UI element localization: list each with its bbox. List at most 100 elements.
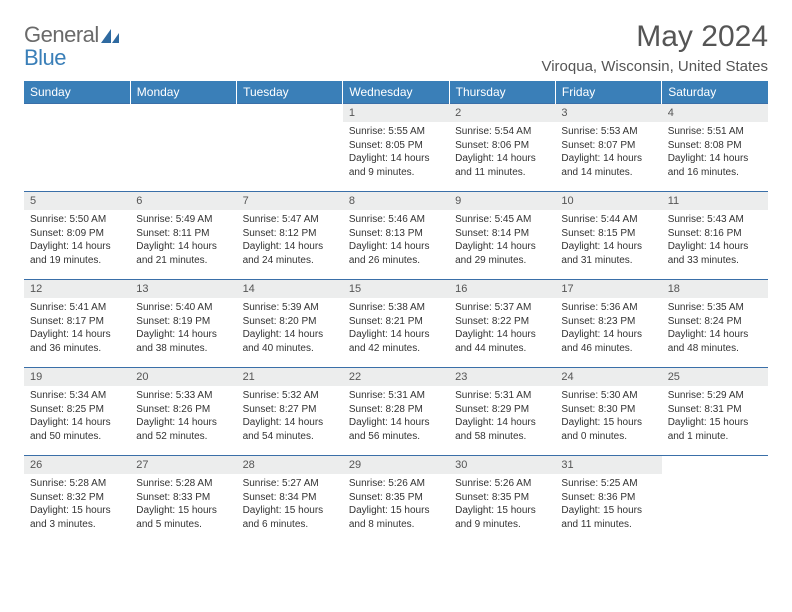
day-number: 4 bbox=[662, 104, 768, 122]
calendar-week-row: 12Sunrise: 5:41 AMSunset: 8:17 PMDayligh… bbox=[24, 280, 768, 368]
day-number: 1 bbox=[343, 104, 449, 122]
logo-text: General Blue bbox=[24, 24, 119, 69]
calendar-day-cell: 27Sunrise: 5:28 AMSunset: 8:33 PMDayligh… bbox=[130, 456, 236, 544]
calendar-day-cell: 22Sunrise: 5:31 AMSunset: 8:28 PMDayligh… bbox=[343, 368, 449, 456]
calendar-day-cell: 1Sunrise: 5:55 AMSunset: 8:05 PMDaylight… bbox=[343, 104, 449, 192]
page-header: General Blue May 2024 Viroqua, Wisconsin… bbox=[24, 20, 768, 75]
calendar-day-cell: 7Sunrise: 5:47 AMSunset: 8:12 PMDaylight… bbox=[237, 192, 343, 280]
calendar-day-cell: 3Sunrise: 5:53 AMSunset: 8:07 PMDaylight… bbox=[555, 104, 661, 192]
day-number: 11 bbox=[662, 192, 768, 210]
weekday-header: Thursday bbox=[449, 81, 555, 104]
calendar-day-cell: 13Sunrise: 5:40 AMSunset: 8:19 PMDayligh… bbox=[130, 280, 236, 368]
calendar-week-row: 1Sunrise: 5:55 AMSunset: 8:05 PMDaylight… bbox=[24, 104, 768, 192]
day-details: Sunrise: 5:53 AMSunset: 8:07 PMDaylight:… bbox=[555, 122, 661, 182]
day-details: Sunrise: 5:31 AMSunset: 8:28 PMDaylight:… bbox=[343, 386, 449, 446]
calendar-day-cell: 25Sunrise: 5:29 AMSunset: 8:31 PMDayligh… bbox=[662, 368, 768, 456]
day-details: Sunrise: 5:41 AMSunset: 8:17 PMDaylight:… bbox=[24, 298, 130, 358]
day-number: 28 bbox=[237, 456, 343, 474]
day-details: Sunrise: 5:40 AMSunset: 8:19 PMDaylight:… bbox=[130, 298, 236, 358]
calendar-day-cell: 26Sunrise: 5:28 AMSunset: 8:32 PMDayligh… bbox=[24, 456, 130, 544]
calendar-day-cell: 21Sunrise: 5:32 AMSunset: 8:27 PMDayligh… bbox=[237, 368, 343, 456]
calendar-day-cell bbox=[662, 456, 768, 544]
calendar-day-cell: 8Sunrise: 5:46 AMSunset: 8:13 PMDaylight… bbox=[343, 192, 449, 280]
day-number: 9 bbox=[449, 192, 555, 210]
calendar-day-cell: 19Sunrise: 5:34 AMSunset: 8:25 PMDayligh… bbox=[24, 368, 130, 456]
day-details: Sunrise: 5:39 AMSunset: 8:20 PMDaylight:… bbox=[237, 298, 343, 358]
day-number: 13 bbox=[130, 280, 236, 298]
calendar-day-cell: 6Sunrise: 5:49 AMSunset: 8:11 PMDaylight… bbox=[130, 192, 236, 280]
day-details: Sunrise: 5:45 AMSunset: 8:14 PMDaylight:… bbox=[449, 210, 555, 270]
calendar-day-cell: 5Sunrise: 5:50 AMSunset: 8:09 PMDaylight… bbox=[24, 192, 130, 280]
calendar-day-cell: 10Sunrise: 5:44 AMSunset: 8:15 PMDayligh… bbox=[555, 192, 661, 280]
calendar-day-cell: 11Sunrise: 5:43 AMSunset: 8:16 PMDayligh… bbox=[662, 192, 768, 280]
day-number: 3 bbox=[555, 104, 661, 122]
day-details: Sunrise: 5:29 AMSunset: 8:31 PMDaylight:… bbox=[662, 386, 768, 446]
day-details: Sunrise: 5:35 AMSunset: 8:24 PMDaylight:… bbox=[662, 298, 768, 358]
day-details: Sunrise: 5:31 AMSunset: 8:29 PMDaylight:… bbox=[449, 386, 555, 446]
weekday-header: Saturday bbox=[662, 81, 768, 104]
day-details: Sunrise: 5:30 AMSunset: 8:30 PMDaylight:… bbox=[555, 386, 661, 446]
weekday-header: Sunday bbox=[24, 81, 130, 104]
day-number: 8 bbox=[343, 192, 449, 210]
day-details: Sunrise: 5:25 AMSunset: 8:36 PMDaylight:… bbox=[555, 474, 661, 534]
month-title: May 2024 bbox=[541, 20, 768, 54]
logo-word-general: General bbox=[24, 22, 99, 47]
day-number: 10 bbox=[555, 192, 661, 210]
day-details: Sunrise: 5:27 AMSunset: 8:34 PMDaylight:… bbox=[237, 474, 343, 534]
day-details: Sunrise: 5:47 AMSunset: 8:12 PMDaylight:… bbox=[237, 210, 343, 270]
day-number: 21 bbox=[237, 368, 343, 386]
calendar-body: 1Sunrise: 5:55 AMSunset: 8:05 PMDaylight… bbox=[24, 104, 768, 544]
calendar-day-cell: 9Sunrise: 5:45 AMSunset: 8:14 PMDaylight… bbox=[449, 192, 555, 280]
day-details: Sunrise: 5:36 AMSunset: 8:23 PMDaylight:… bbox=[555, 298, 661, 358]
day-number: 14 bbox=[237, 280, 343, 298]
weekday-header: Wednesday bbox=[343, 81, 449, 104]
day-number: 23 bbox=[449, 368, 555, 386]
calendar-day-cell: 12Sunrise: 5:41 AMSunset: 8:17 PMDayligh… bbox=[24, 280, 130, 368]
weekday-header: Tuesday bbox=[237, 81, 343, 104]
logo-word-blue: Blue bbox=[24, 47, 119, 69]
day-details: Sunrise: 5:55 AMSunset: 8:05 PMDaylight:… bbox=[343, 122, 449, 182]
calendar-page: General Blue May 2024 Viroqua, Wisconsin… bbox=[0, 0, 792, 612]
calendar-day-cell: 18Sunrise: 5:35 AMSunset: 8:24 PMDayligh… bbox=[662, 280, 768, 368]
calendar-day-cell: 15Sunrise: 5:38 AMSunset: 8:21 PMDayligh… bbox=[343, 280, 449, 368]
calendar-table: SundayMondayTuesdayWednesdayThursdayFrid… bbox=[24, 81, 768, 544]
day-number: 18 bbox=[662, 280, 768, 298]
calendar-day-cell: 17Sunrise: 5:36 AMSunset: 8:23 PMDayligh… bbox=[555, 280, 661, 368]
day-number: 12 bbox=[24, 280, 130, 298]
weekday-row: SundayMondayTuesdayWednesdayThursdayFrid… bbox=[24, 81, 768, 104]
calendar-day-cell bbox=[24, 104, 130, 192]
day-details: Sunrise: 5:26 AMSunset: 8:35 PMDaylight:… bbox=[449, 474, 555, 534]
day-number: 24 bbox=[555, 368, 661, 386]
day-number: 17 bbox=[555, 280, 661, 298]
day-number: 2 bbox=[449, 104, 555, 122]
calendar-head: SundayMondayTuesdayWednesdayThursdayFrid… bbox=[24, 81, 768, 104]
calendar-day-cell bbox=[237, 104, 343, 192]
day-details: Sunrise: 5:44 AMSunset: 8:15 PMDaylight:… bbox=[555, 210, 661, 270]
calendar-day-cell bbox=[130, 104, 236, 192]
day-number: 5 bbox=[24, 192, 130, 210]
day-number: 26 bbox=[24, 456, 130, 474]
calendar-day-cell: 20Sunrise: 5:33 AMSunset: 8:26 PMDayligh… bbox=[130, 368, 236, 456]
day-number: 22 bbox=[343, 368, 449, 386]
calendar-day-cell: 14Sunrise: 5:39 AMSunset: 8:20 PMDayligh… bbox=[237, 280, 343, 368]
calendar-week-row: 19Sunrise: 5:34 AMSunset: 8:25 PMDayligh… bbox=[24, 368, 768, 456]
title-block: May 2024 Viroqua, Wisconsin, United Stat… bbox=[541, 20, 768, 75]
day-number: 16 bbox=[449, 280, 555, 298]
calendar-week-row: 5Sunrise: 5:50 AMSunset: 8:09 PMDaylight… bbox=[24, 192, 768, 280]
day-details: Sunrise: 5:26 AMSunset: 8:35 PMDaylight:… bbox=[343, 474, 449, 534]
day-number: 15 bbox=[343, 280, 449, 298]
calendar-day-cell: 4Sunrise: 5:51 AMSunset: 8:08 PMDaylight… bbox=[662, 104, 768, 192]
day-number: 27 bbox=[130, 456, 236, 474]
day-details: Sunrise: 5:28 AMSunset: 8:33 PMDaylight:… bbox=[130, 474, 236, 534]
day-details: Sunrise: 5:38 AMSunset: 8:21 PMDaylight:… bbox=[343, 298, 449, 358]
day-number: 30 bbox=[449, 456, 555, 474]
calendar-day-cell: 28Sunrise: 5:27 AMSunset: 8:34 PMDayligh… bbox=[237, 456, 343, 544]
day-details: Sunrise: 5:43 AMSunset: 8:16 PMDaylight:… bbox=[662, 210, 768, 270]
day-details: Sunrise: 5:37 AMSunset: 8:22 PMDaylight:… bbox=[449, 298, 555, 358]
calendar-day-cell: 24Sunrise: 5:30 AMSunset: 8:30 PMDayligh… bbox=[555, 368, 661, 456]
day-details: Sunrise: 5:49 AMSunset: 8:11 PMDaylight:… bbox=[130, 210, 236, 270]
calendar-week-row: 26Sunrise: 5:28 AMSunset: 8:32 PMDayligh… bbox=[24, 456, 768, 544]
day-number: 6 bbox=[130, 192, 236, 210]
location-subtitle: Viroqua, Wisconsin, United States bbox=[541, 58, 768, 75]
day-details: Sunrise: 5:50 AMSunset: 8:09 PMDaylight:… bbox=[24, 210, 130, 270]
